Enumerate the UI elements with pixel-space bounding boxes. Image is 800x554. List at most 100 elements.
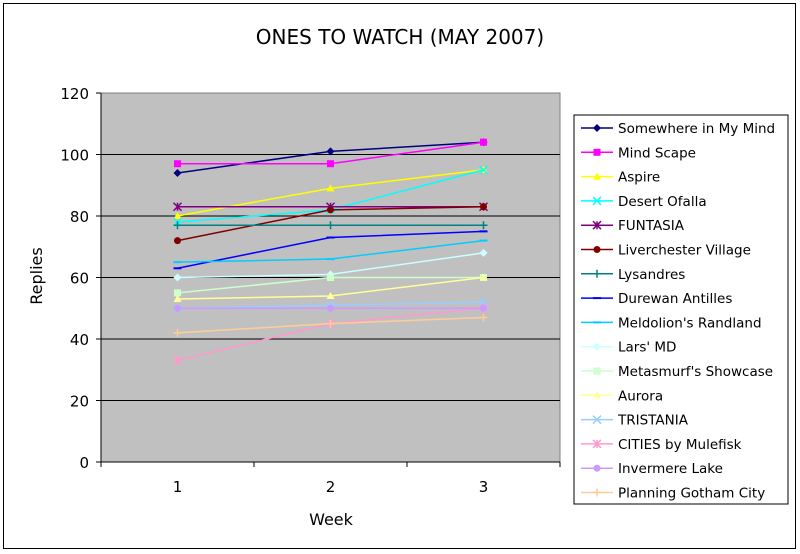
data-point [174,289,181,297]
data-point [173,212,182,219]
series-line [173,221,488,230]
legend-label: Somewhere in My Mind [618,121,775,137]
data-point [326,184,335,192]
legend-entry: Mind Scape [581,145,696,161]
legend-marker [592,439,602,449]
legend-marker [592,220,602,230]
legend-entry: Liverchester Village [581,243,751,259]
data-point [326,291,335,299]
chart-area: ONES TO WATCH (MAY 2007) Replies Week 0 2… [3,3,796,549]
data-point [327,160,334,168]
legend-entry: Somewhere in My Mind [581,121,775,137]
legend-entry: Meldolion's Randland [581,315,762,331]
x-axis: 1 2 3 [100,461,561,496]
data-point [327,274,334,281]
series-line [174,203,487,245]
y-axis-label: Replies [27,247,46,304]
legend-label: Lars' MD [618,340,676,356]
data-point [326,221,335,230]
data-point [173,168,182,177]
legend-marker [593,124,601,132]
legend-entry: Invermere Lake [581,461,723,477]
legend-entry: CITIES by Mulefisk [581,437,742,453]
data-point [479,273,488,281]
data-point [173,328,182,337]
data-point [327,206,334,214]
y-tick-label: 120 [60,85,89,103]
legend-label: FUNTASIA [618,218,685,234]
legend-label: Invermere Lake [618,461,723,477]
data-point [174,160,181,168]
y-tick-label: 80 [70,208,89,226]
legend-label: Meldolion's Randland [618,315,762,331]
legend-marker [593,269,601,278]
data-point [480,138,487,146]
legend-marker [593,172,601,180]
y-tick-label: 60 [70,270,89,288]
legend-label: CITIES by Mulefisk [618,437,742,453]
data-point [174,304,181,312]
x-tick-label: 3 [479,478,489,496]
series-group [172,138,489,366]
legend [573,114,789,505]
legend-entry: Durewan Antilles [581,291,732,307]
series-line [173,239,488,264]
legend-entry: Aurora [581,388,663,404]
legend-marker [593,246,601,253]
legend-entries: Somewhere in My Mind Mind Scape Aspire Dese… [581,121,775,502]
legend-label: Planning Gotham City [618,486,765,502]
x-tick-label: 1 [173,478,183,496]
legend-entry: Aspire [581,170,660,186]
legend-label: Liverchester Village [618,243,751,259]
legend-marker [592,415,602,425]
series-line [173,313,488,337]
legend-entry: Metasmurf's Showcase [581,364,773,380]
legend-entry: Planning Gotham City [581,486,765,502]
y-axis: 0 20 40 60 80 100 120 [60,85,102,472]
y-tick-label: 100 [60,147,89,165]
y-tick-label: 40 [70,331,89,349]
series-line [174,138,487,168]
legend-marker [593,488,601,497]
line-chart: ONES TO WATCH (MAY 2007) Replies Week 0 2… [27,25,789,529]
data-point [173,273,182,282]
data-point [478,165,489,175]
legend-label: Desert Ofalla [618,194,707,210]
legend-entry: Desert Ofalla [581,194,707,210]
x-axis-label: Week [309,510,354,529]
data-point [480,304,487,312]
legend-marker [593,148,601,156]
data-point [479,313,488,322]
data-point [326,319,335,328]
series-line [174,304,487,312]
series-line [173,230,488,270]
legend-label: Mind Scape [618,145,696,161]
legend-marker [592,196,602,206]
legend-marker [593,342,601,351]
legend-label: Metasmurf's Showcase [618,364,773,380]
data-point [327,304,334,312]
y-tick-label: 20 [70,393,89,411]
data-point [326,147,335,156]
legend-label: Aspire [618,170,660,186]
legend-label: Lysandres [618,267,685,283]
legend-label: Durewan Antilles [618,291,732,307]
series-line [173,273,488,303]
legend-marker [593,367,601,375]
data-point [173,295,182,303]
legend-label: TRISTANIA [617,413,689,429]
data-point [172,202,183,212]
legend-entry: Lars' MD [581,340,676,356]
legend-entry: TRISTANIA [581,413,689,429]
legend-label: Aurora [618,388,663,404]
data-point [173,221,182,230]
legend-marker [593,464,601,472]
data-point [172,355,183,366]
data-point [174,237,181,245]
legend-entry: FUNTASIA [581,218,685,234]
legend-marker [593,391,601,399]
legend-entry: Lysandres [581,267,685,283]
y-tick-label: 0 [79,454,89,472]
data-point [479,221,488,230]
data-point [480,203,487,211]
